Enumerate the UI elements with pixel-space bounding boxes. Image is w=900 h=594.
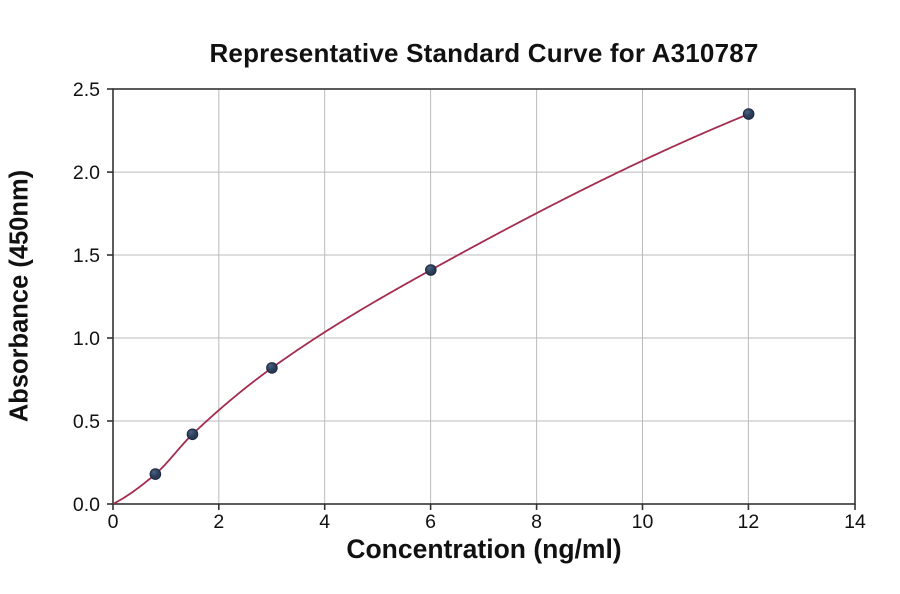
svg-text:12: 12 — [738, 511, 760, 533]
svg-text:2.5: 2.5 — [73, 79, 100, 101]
svg-text:0.0: 0.0 — [73, 494, 100, 516]
svg-text:4: 4 — [319, 511, 330, 533]
svg-text:0: 0 — [108, 511, 119, 533]
svg-text:2: 2 — [213, 511, 224, 533]
svg-text:1.0: 1.0 — [73, 328, 100, 350]
svg-text:1.5: 1.5 — [73, 245, 100, 267]
svg-text:8: 8 — [531, 511, 542, 533]
svg-text:14: 14 — [844, 511, 866, 533]
svg-text:2.0: 2.0 — [73, 162, 100, 184]
svg-text:6: 6 — [425, 511, 436, 533]
svg-text:0.5: 0.5 — [73, 411, 100, 433]
svg-text:10: 10 — [632, 511, 654, 533]
